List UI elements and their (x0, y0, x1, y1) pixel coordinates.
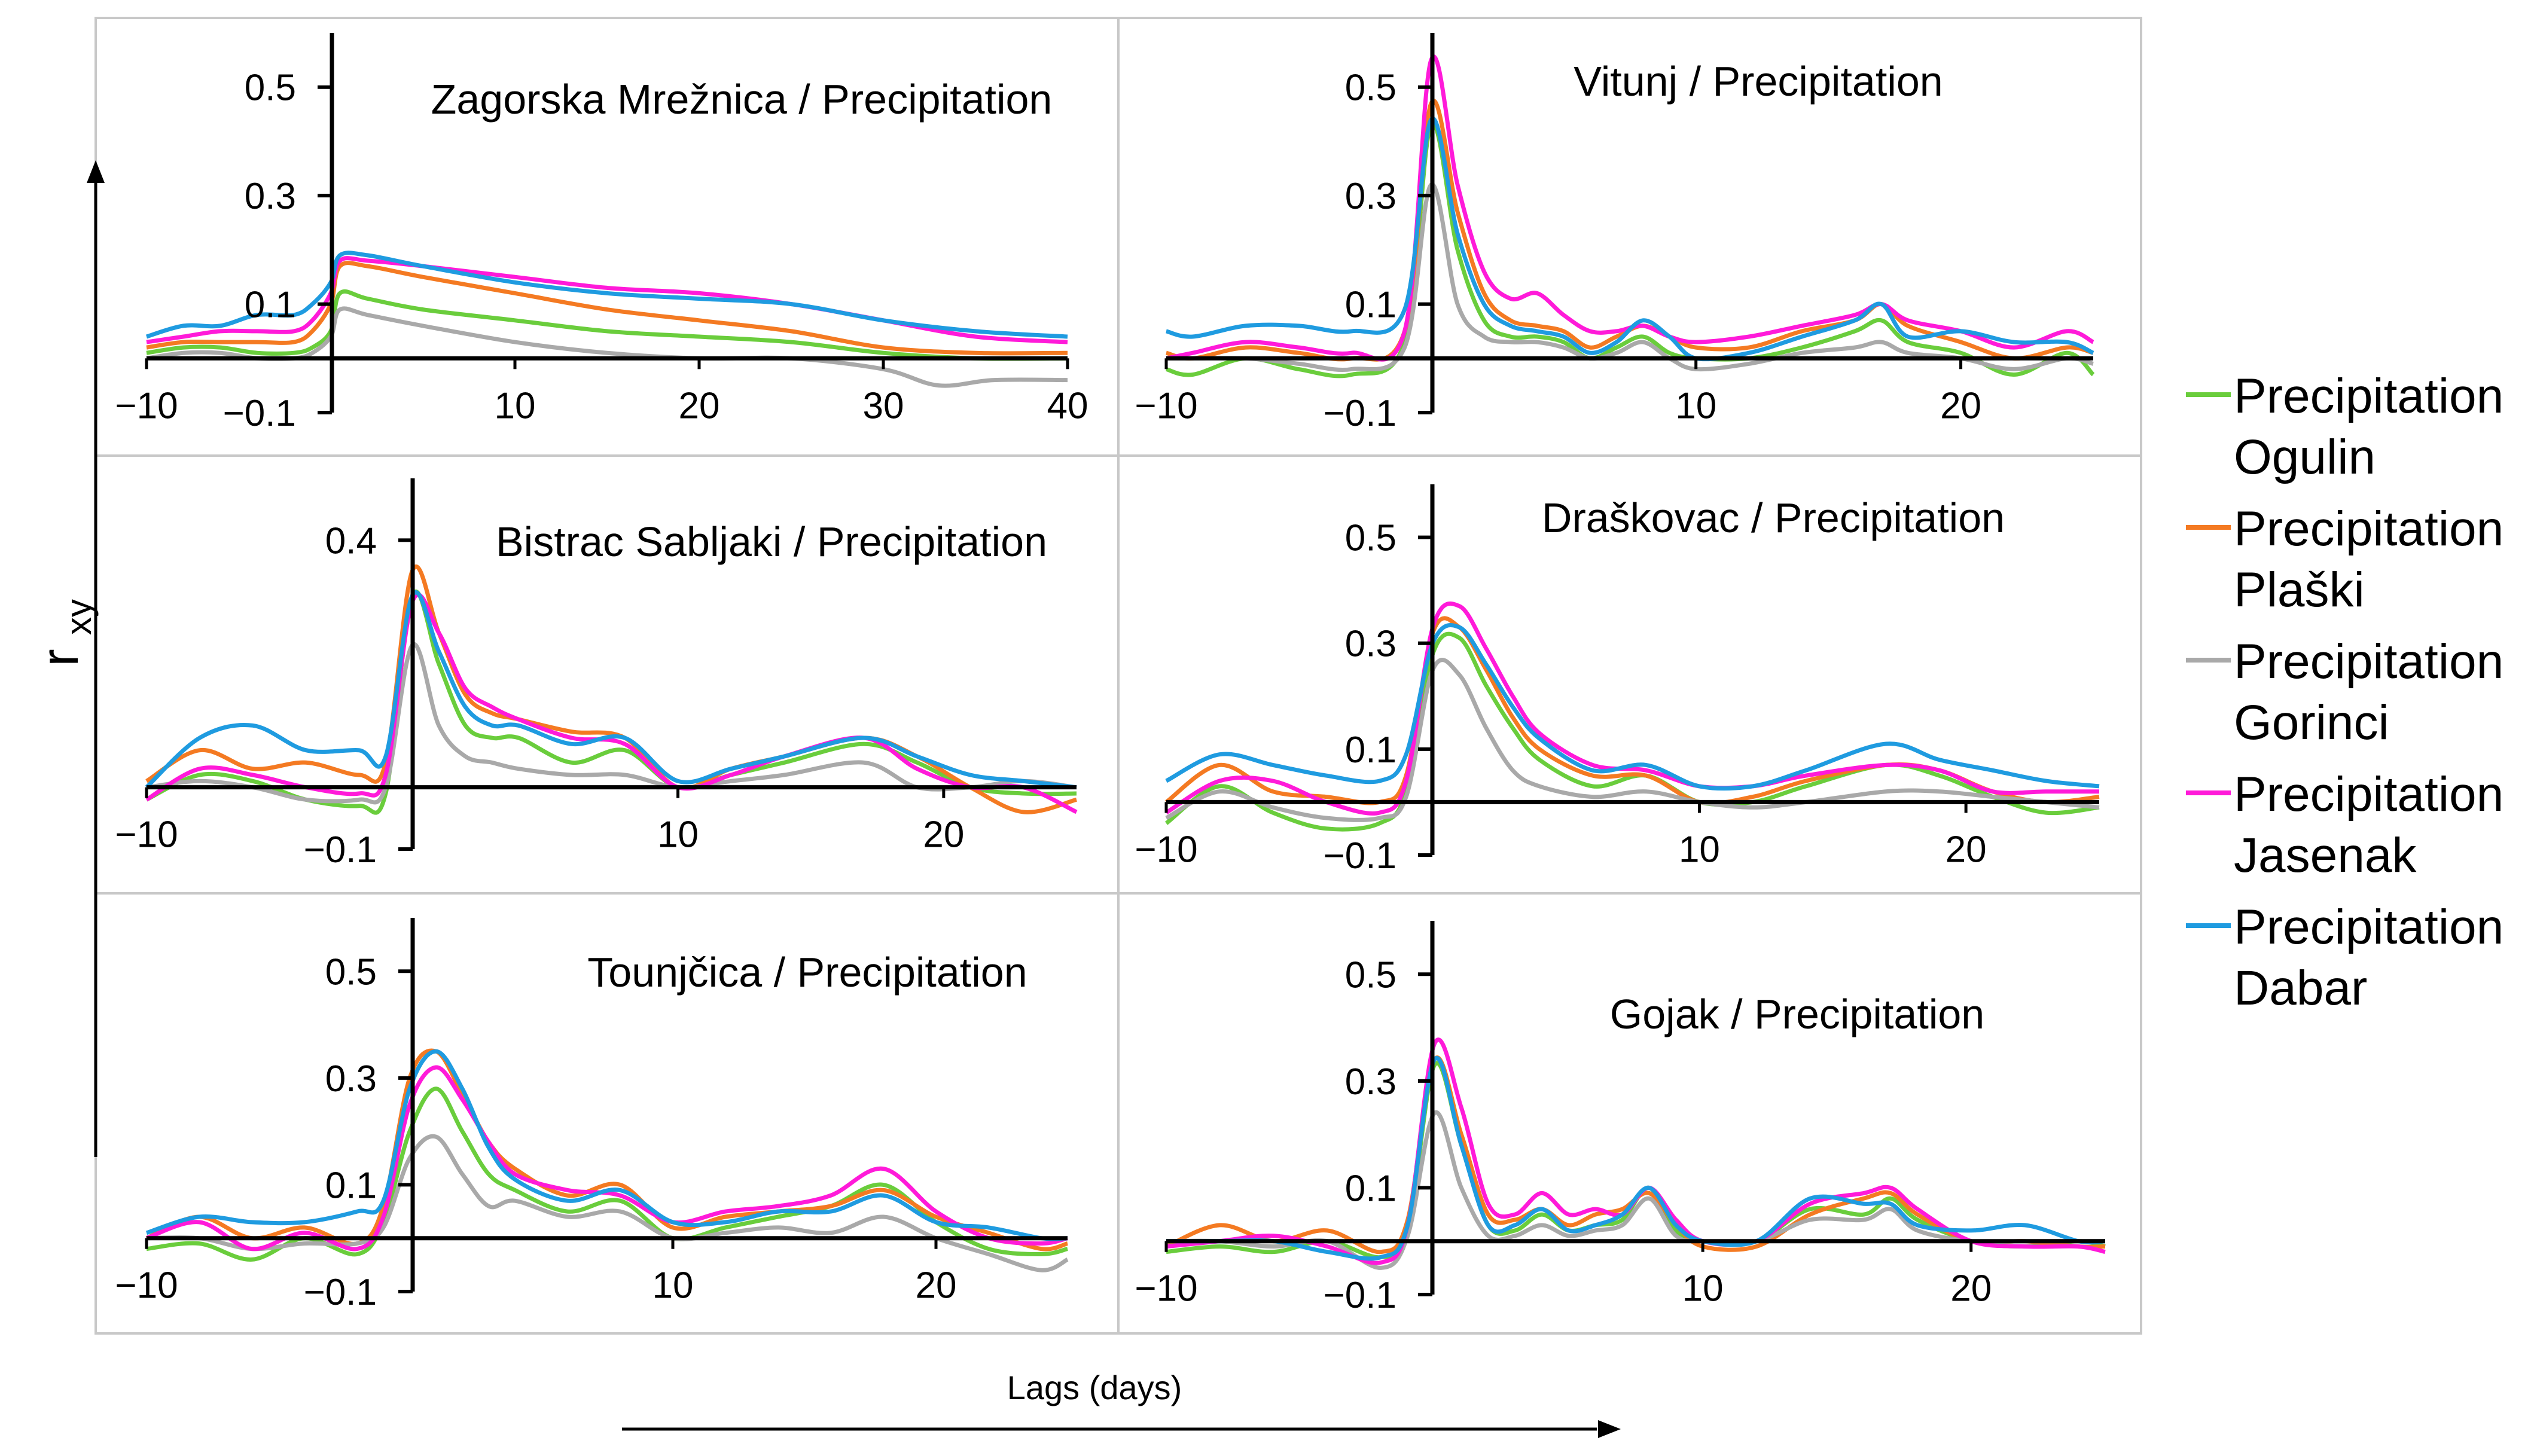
x-tick-label: 10 (657, 814, 699, 856)
y-axis-arrowhead (87, 160, 105, 183)
legend-item-plaski: Precipitation Plaški (2186, 502, 2504, 617)
series-line-jasenak (145, 593, 1078, 814)
panel-5: 0.5 0.3 0.1 −0.1 −10 10 20 Tounjčica / Precipit… (115, 918, 1069, 1313)
series-line-dabar (145, 251, 1068, 339)
x-tick-label: 10 (1675, 385, 1716, 426)
legend-item-jasenak: Precipitation Jasenak (2186, 767, 2504, 883)
panel-2: 0.5 0.3 0.1 −0.1 −10 10 20 Vitunj / Precipitati… (1135, 33, 2095, 434)
legend: PrecipitationOgulinPrecipitationPlaškiPr… (2186, 369, 2504, 1015)
x-axis-label-group: Lags (days) (622, 1369, 1621, 1438)
legend-label-line1: Precipitation (2234, 900, 2504, 954)
y-tick-label: 0.5 (1345, 954, 1396, 996)
x-tick-label: 20 (923, 814, 964, 856)
series-line-jasenak (1166, 1037, 2106, 1265)
series-line-jasenak (1166, 54, 2094, 362)
x-tick-label: 10 (495, 385, 536, 426)
panel-title: Zagorska Mrežnica / Precipitation (431, 76, 1053, 123)
x-tick-label: −10 (1135, 1268, 1197, 1310)
y-tick-label: 0.1 (1345, 729, 1396, 771)
legend-label-line1: Precipitation (2234, 634, 2504, 689)
panel-title: Vitunj / Precipitation (1574, 58, 1943, 105)
y-tick-label: −0.1 (223, 393, 296, 434)
y-tick-label: 0.1 (325, 1165, 377, 1206)
series-line-dabar (145, 1049, 1068, 1241)
series-line-dabar (1166, 1055, 2106, 1261)
legend-item-dabar: Precipitation Dabar (2186, 900, 2504, 1015)
y-tick-label: −0.1 (1324, 393, 1396, 434)
y-tick-label: 0.5 (245, 68, 296, 109)
x-tick-label: 20 (1940, 385, 1981, 426)
y-tick-label: 0.1 (1345, 1168, 1396, 1209)
y-axis-label: r (30, 649, 89, 666)
panels: 0.5 0.3 0.1 −0.1 −10 10 20 30 40 Zagorska Mrežnic… (115, 33, 2106, 1316)
panel-4: 0.5 0.3 0.1 −0.1 −10 10 20 Draškovac / Precipit… (1135, 484, 2100, 877)
x-tick-label: 10 (652, 1265, 694, 1307)
series-line-gorinci (1166, 1110, 2105, 1270)
series-line-plaski (1165, 1055, 2106, 1254)
legend-label-line2: Gorinci (2234, 695, 2389, 750)
series-line-gorinci (1165, 658, 2100, 822)
y-tick-label: 0.1 (245, 285, 296, 326)
x-tick-label: 20 (679, 385, 720, 426)
x-tick-label: −10 (1135, 829, 1197, 870)
series-line-ogulin (146, 289, 1068, 361)
y-tick-label: 0.4 (325, 520, 377, 561)
panel-title: Draškovac / Precipitation (1542, 495, 2005, 541)
y-axis-label-subscript: xy (59, 599, 99, 635)
x-tick-label: 10 (1679, 829, 1720, 870)
series-line-ogulin (1166, 121, 2095, 379)
x-axis-label: Lags (days) (1007, 1369, 1182, 1406)
panel-title: Bistrac Sabljaki / Precipitation (496, 518, 1047, 565)
x-tick-label: 20 (1950, 1268, 1992, 1310)
legend-item-gorinci: Precipitation Gorinci (2186, 634, 2504, 750)
legend-label-line2: Jasenak (2234, 828, 2417, 883)
y-tick-label: 0.3 (325, 1058, 377, 1100)
x-tick-label: 30 (863, 385, 904, 426)
y-tick-label: 0.3 (245, 176, 296, 217)
x-tick-label: −10 (115, 385, 178, 426)
series-line-jasenak (1165, 602, 2099, 816)
y-tick-label: 0.3 (1345, 1061, 1396, 1103)
series-line-plaski (146, 261, 1068, 356)
y-tick-label: 0.3 (1345, 176, 1396, 217)
x-tick-label: −10 (115, 814, 178, 856)
x-tick-label: 20 (1946, 829, 1987, 870)
series-line-gorinci (146, 642, 1077, 805)
x-tick-label: 20 (916, 1265, 957, 1307)
x-tick-label: −10 (115, 1265, 178, 1307)
x-axis-arrowhead (1598, 1420, 1621, 1438)
panel-1: 0.5 0.3 0.1 −0.1 −10 10 20 30 40 Zagorska Mrežnic… (115, 33, 1088, 434)
y-tick-label: −0.1 (1324, 835, 1396, 877)
y-tick-label: −0.1 (1324, 1275, 1396, 1316)
y-tick-label: 0.1 (1345, 285, 1396, 326)
panel-title: Gojak / Precipitation (1610, 991, 1984, 1037)
x-tick-label: −10 (1135, 385, 1197, 426)
legend-label-line2: Dabar (2234, 961, 2367, 1015)
legend-label-line2: Ogulin (2234, 430, 2376, 484)
y-tick-label: 0.5 (325, 951, 377, 993)
series-line-dabar (1165, 623, 2100, 791)
legend-label-line1: Precipitation (2234, 502, 2504, 556)
series-line-dabar (145, 590, 1077, 790)
legend-label-line2: Plaški (2234, 563, 2365, 617)
panel-3: 0.4 −0.1 −10 10 20 Bistrac Sabljaki / Precipi… (115, 478, 1078, 871)
y-tick-label: 0.3 (1345, 624, 1396, 665)
legend-item-ogulin: Precipitation Ogulin (2186, 369, 2504, 484)
y-tick-label: −0.1 (304, 829, 377, 871)
legend-label-line1: Precipitation (2234, 767, 2504, 822)
y-tick-label: 0.5 (1345, 68, 1396, 109)
series-line-dabar (1166, 116, 2094, 362)
x-tick-label: 10 (1682, 1268, 1724, 1310)
panel-6: 0.5 0.3 0.1 −0.1 −10 10 20 Gojak / Precipitatio… (1135, 921, 2106, 1316)
x-tick-label: 40 (1047, 385, 1088, 426)
y-axis-label-group: r xy (30, 160, 105, 1157)
y-tick-label: 0.5 (1345, 518, 1396, 559)
series-line-gorinci (146, 1134, 1069, 1272)
legend-label-line1: Precipitation (2234, 369, 2504, 423)
panel-title: Tounjčica / Precipitation (587, 949, 1027, 996)
y-tick-label: −0.1 (304, 1272, 377, 1313)
series-line-ogulin (1164, 631, 2100, 832)
